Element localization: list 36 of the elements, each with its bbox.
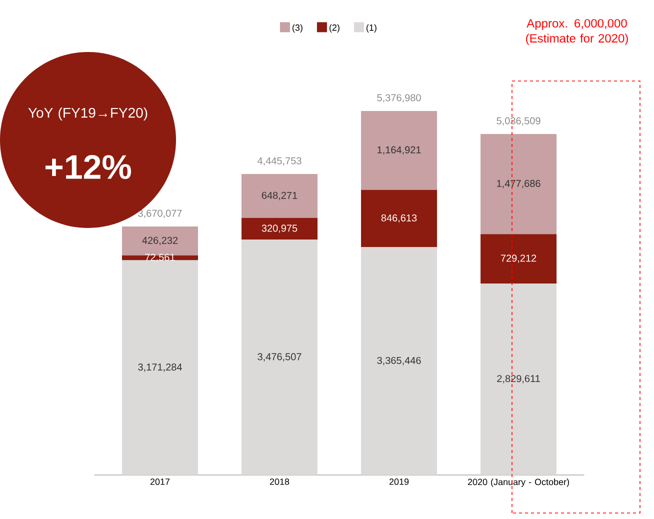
data-label: 426,232 — [142, 236, 178, 246]
total-label: 5,376,980 — [377, 94, 421, 102]
annotation: YoY (FY19→FY20) — [28, 107, 148, 121]
bar — [480, 134, 557, 234]
total-label: 4,445,753 — [258, 157, 302, 166]
data-label: 846,613 — [381, 214, 417, 223]
bar — [242, 218, 318, 240]
data-label: 3,476,507 — [258, 353, 302, 362]
x-tick-label: 2019 — [389, 478, 409, 485]
total-label: 3,670,077 — [138, 210, 182, 218]
data-label: 648,271 — [262, 192, 298, 200]
x-tick-label: 2018 — [270, 478, 290, 485]
legend-label: (1) — [366, 24, 376, 33]
data-label: 1,477,686 — [497, 180, 540, 188]
annotation: +12% — [45, 154, 132, 179]
bar — [122, 260, 198, 475]
x-tick-label: 2020 (January - October) — [468, 478, 569, 487]
bar — [361, 110, 438, 190]
bar — [361, 247, 438, 475]
bar — [242, 174, 318, 218]
bar — [480, 234, 557, 284]
data-label: 729,212 — [500, 254, 536, 263]
bar — [122, 226, 198, 256]
x-tick-label: 2017 — [150, 478, 170, 485]
text: Approx. 6,000,000 (Estimate for 2020) — [526, 19, 628, 45]
data-label: 3,365,446 — [377, 356, 421, 366]
legend-label: (2) — [330, 24, 340, 33]
data-label: 1,164,921 — [378, 146, 421, 155]
bar — [242, 240, 318, 475]
data-label: 320,975 — [262, 224, 298, 233]
legend-label: (3) — [292, 24, 302, 33]
bar — [361, 190, 438, 248]
bar — [480, 283, 557, 475]
total-label: 5,036,509 — [496, 117, 540, 126]
data-label: 2,829,611 — [497, 375, 540, 384]
data-label: 3,171,284 — [138, 364, 182, 372]
